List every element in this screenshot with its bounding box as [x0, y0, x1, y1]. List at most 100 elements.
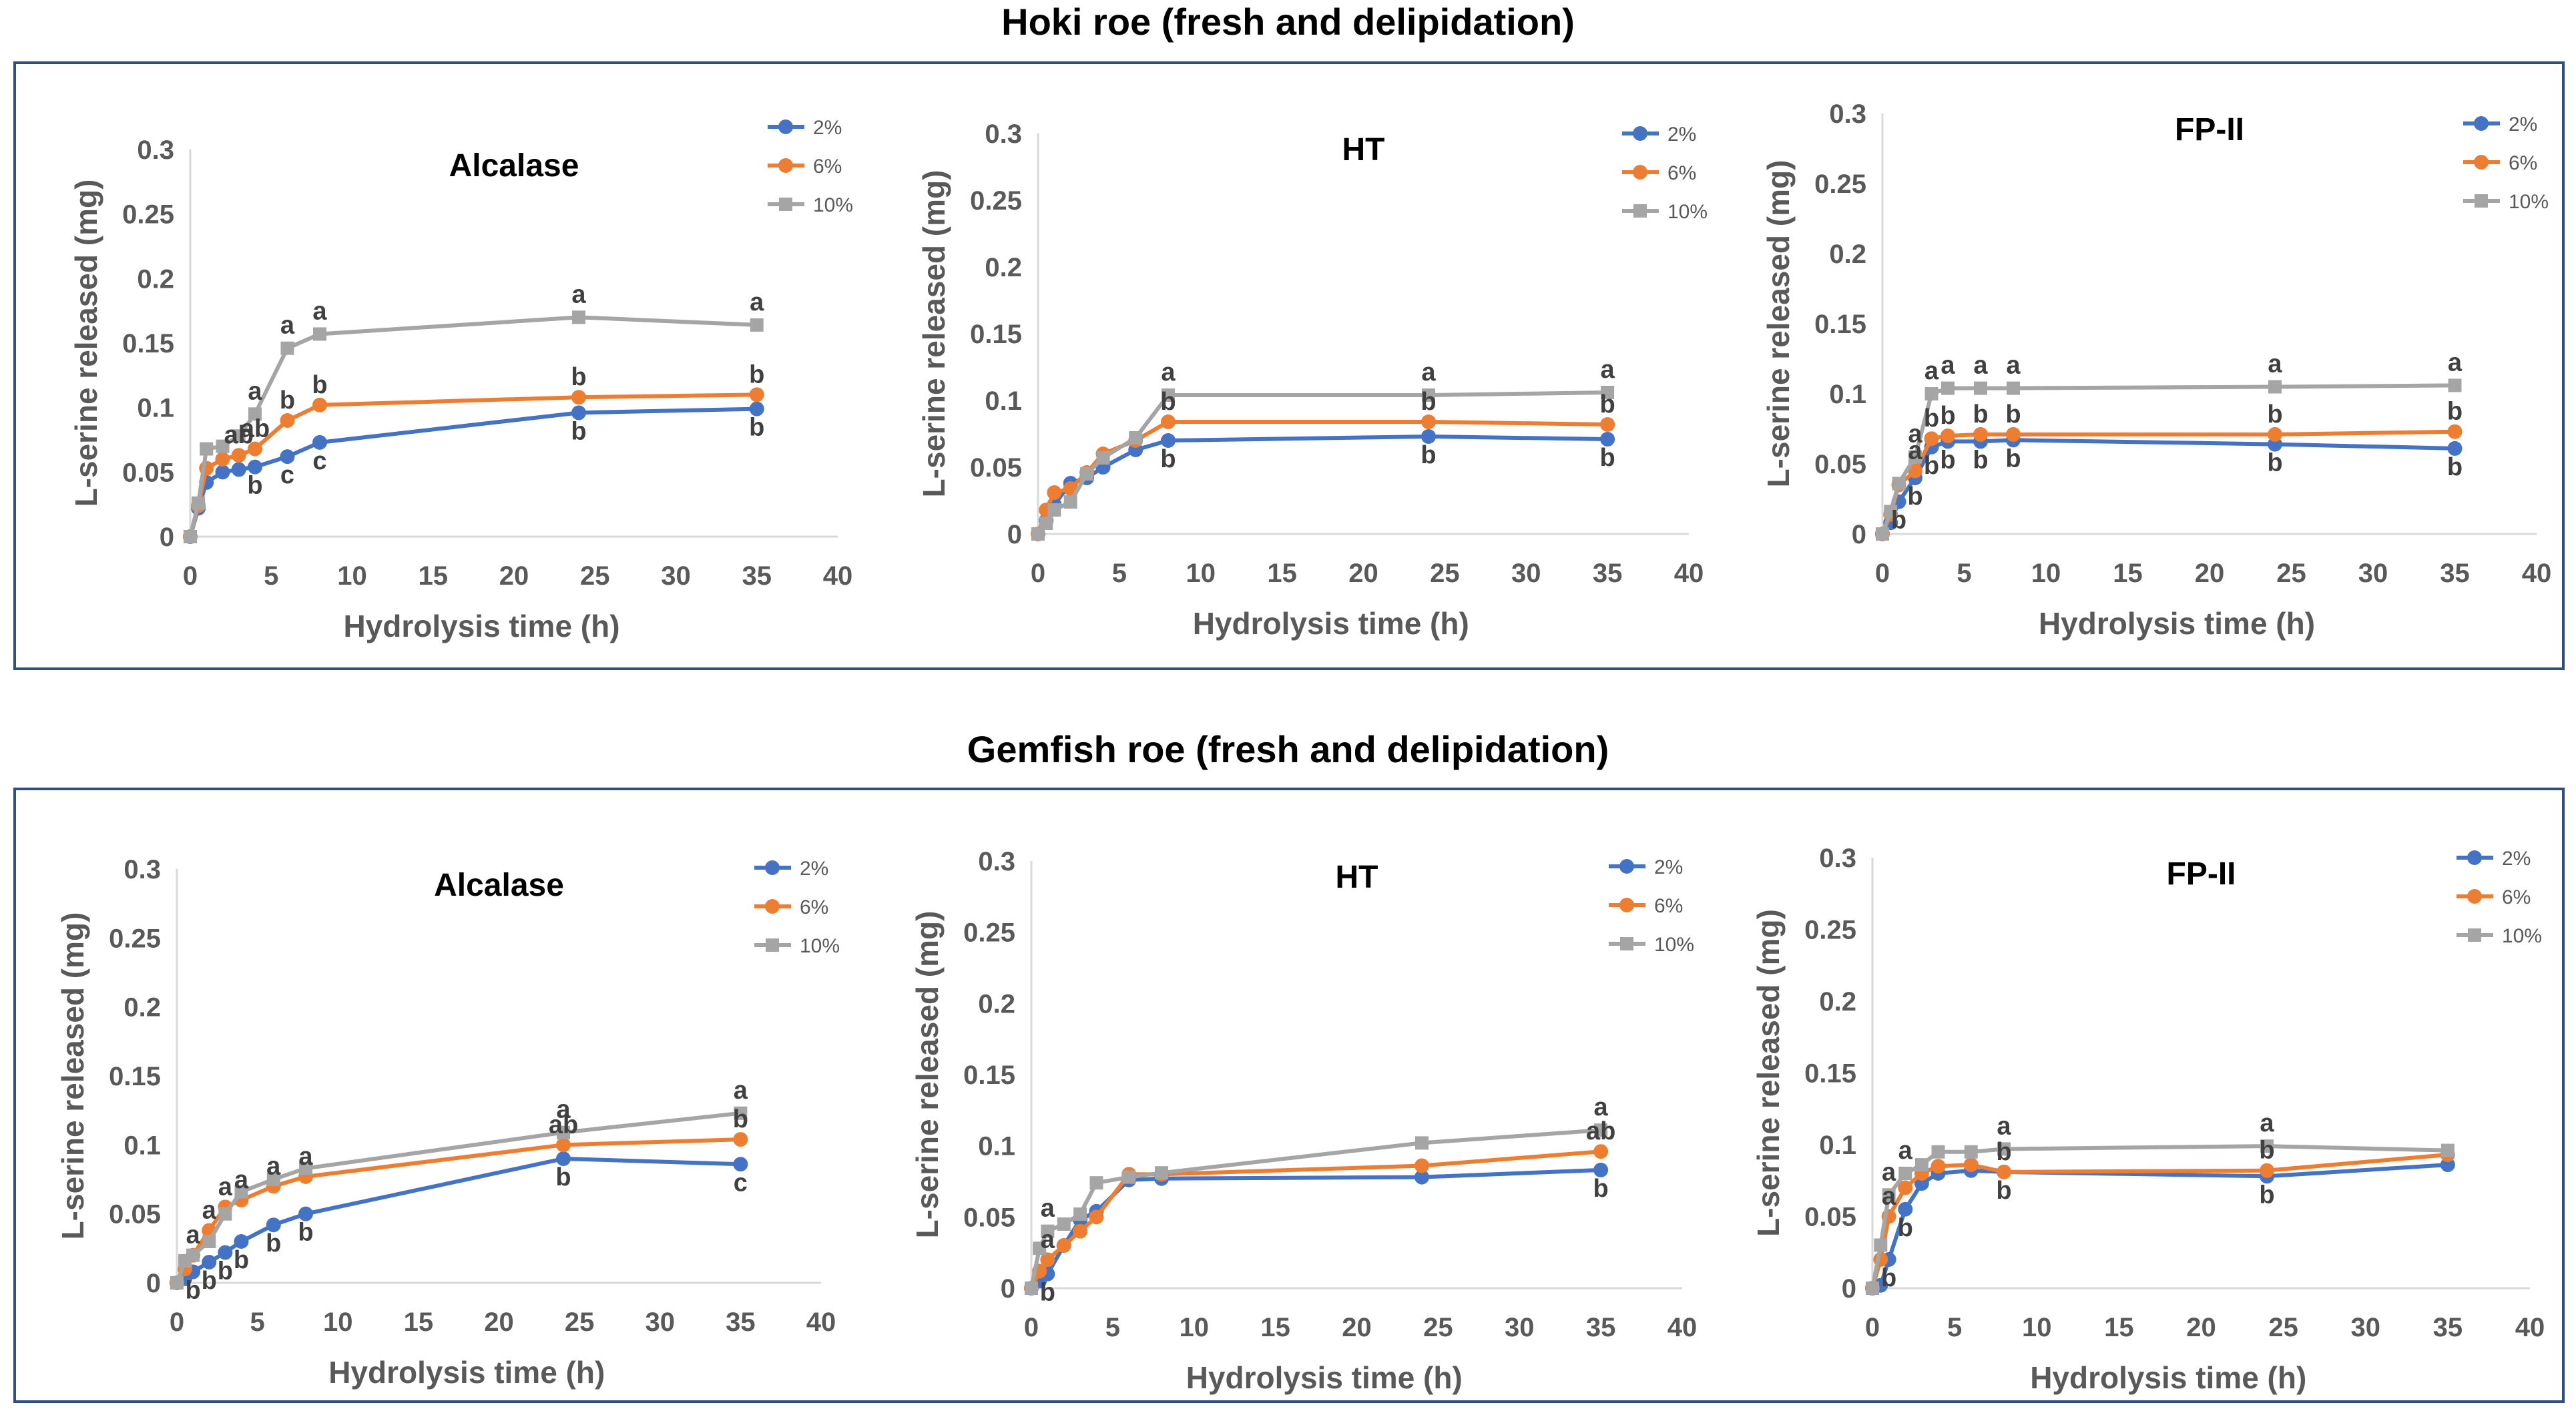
- data-label: b: [2447, 453, 2463, 481]
- data-label: ab: [224, 421, 254, 449]
- chart-title: FP-II: [2175, 112, 2244, 148]
- legend-marker: [766, 938, 779, 952]
- x-tick-label: 15: [2113, 559, 2143, 588]
- data-point: [1892, 477, 1906, 491]
- x-tick-label: 35: [726, 1308, 756, 1337]
- data-label: a: [1973, 352, 1988, 380]
- x-tick-label: 40: [806, 1308, 836, 1337]
- y-tick-label: 0.25: [122, 200, 174, 230]
- data-point: [734, 1106, 748, 1120]
- x-tick-label: 20: [2186, 1313, 2216, 1342]
- data-label: a: [1041, 1225, 1055, 1253]
- y-tick-label: 0.3: [1829, 99, 1866, 129]
- y-tick-label: 0.3: [985, 119, 1022, 149]
- x-tick-label: 25: [580, 561, 610, 591]
- data-label: b: [1040, 1279, 1055, 1307]
- legend-label: 2%: [813, 117, 842, 139]
- data-point: [1600, 417, 1615, 432]
- data-point: [1908, 450, 1922, 464]
- data-point: [571, 390, 586, 405]
- data-label: a: [1041, 1195, 1055, 1223]
- y-tick-label: 0.05: [109, 1200, 161, 1229]
- data-label: a: [186, 1221, 201, 1249]
- gemfish-panel-frame: [13, 788, 2565, 1403]
- y-tick-label: 0.05: [963, 1203, 1015, 1232]
- data-label: a: [266, 1152, 281, 1180]
- data-point: [1047, 503, 1061, 517]
- y-tick-label: 0.3: [137, 135, 174, 165]
- data-point: [1997, 1142, 2011, 1156]
- y-tick-label: 0.15: [109, 1062, 161, 1091]
- data-point: [1422, 388, 1435, 402]
- data-label: b: [186, 1276, 201, 1304]
- data-point: [1930, 1159, 1946, 1174]
- data-label: b: [2259, 1181, 2274, 1209]
- data-label: a: [2260, 1109, 2274, 1137]
- legend-marker: [1633, 165, 1647, 180]
- x-tick-label: 35: [2433, 1313, 2463, 1342]
- y-axis-label: L-serine released (mg): [69, 180, 103, 507]
- data-point: [248, 459, 262, 475]
- series-line-s6: [188, 392, 757, 537]
- x-tick-label: 40: [2522, 559, 2552, 588]
- data-point: [266, 1217, 281, 1233]
- data-label: b: [1924, 404, 1939, 433]
- data-label: a: [1594, 1093, 1609, 1121]
- y-tick-label: 0: [1852, 520, 1866, 549]
- legend-marker: [2474, 155, 2489, 170]
- data-point: [1898, 1167, 1912, 1180]
- x-tick-label: 10: [2022, 1313, 2052, 1342]
- data-point: [2447, 441, 2463, 456]
- data-point: [170, 1276, 184, 1290]
- data-label: a: [1941, 352, 1955, 380]
- data-point: [2260, 1139, 2274, 1153]
- data-label: b: [555, 1163, 571, 1191]
- data-label: b: [234, 1246, 249, 1274]
- y-tick-label: 0.1: [1819, 1131, 1856, 1160]
- x-tick-label: 20: [2195, 559, 2225, 588]
- data-point: [1039, 517, 1053, 530]
- data-point: [1414, 1169, 1429, 1185]
- data-label: b: [2447, 398, 2463, 426]
- data-label: ab: [549, 1111, 578, 1139]
- data-label: b: [1881, 1264, 1896, 1292]
- chart-title: Alcalase: [434, 868, 564, 903]
- series-line-s2: [176, 1156, 741, 1285]
- data-label: a: [571, 280, 586, 308]
- x-tick-label: 40: [823, 561, 853, 591]
- data-label: b: [571, 417, 586, 445]
- y-tick-label: 0.2: [978, 989, 1015, 1019]
- data-point: [1882, 1188, 1896, 1202]
- data-point: [1421, 429, 1436, 444]
- data-point: [1096, 451, 1110, 465]
- y-tick-label: 0.1: [978, 1132, 1015, 1161]
- data-point: [218, 1207, 232, 1221]
- x-tick-label: 10: [323, 1308, 353, 1337]
- data-point: [2260, 1163, 2274, 1178]
- data-label: a: [1882, 1158, 1896, 1186]
- data-point: [1047, 485, 1062, 500]
- legend-label: 6%: [800, 896, 828, 918]
- data-point: [200, 442, 214, 456]
- y-tick-label: 0.05: [970, 453, 1022, 483]
- y-axis-label: L-serine released (mg): [1761, 160, 1796, 488]
- data-point: [1963, 1157, 1979, 1173]
- data-point: [2268, 380, 2282, 394]
- legend-marker: [1619, 859, 1634, 874]
- x-tick-label: 30: [2351, 1313, 2381, 1342]
- series-line-s2: [188, 406, 757, 537]
- x-tick-label: 35: [742, 561, 772, 591]
- y-tick-label: 0.15: [963, 1061, 1015, 1090]
- data-label: ab: [1586, 1117, 1615, 1145]
- x-tick-label: 0: [1875, 559, 1890, 588]
- y-tick-label: 0.2: [1819, 987, 1856, 1017]
- data-label: a: [280, 312, 295, 340]
- data-point: [312, 397, 327, 412]
- data-point: [202, 1235, 216, 1248]
- series-line-s10: [175, 1111, 741, 1284]
- series-line-s10: [1036, 390, 1608, 535]
- data-point: [1155, 1166, 1168, 1180]
- legend-marker: [1619, 898, 1634, 912]
- data-point: [556, 1151, 571, 1166]
- x-tick-label: 0: [1024, 1313, 1039, 1342]
